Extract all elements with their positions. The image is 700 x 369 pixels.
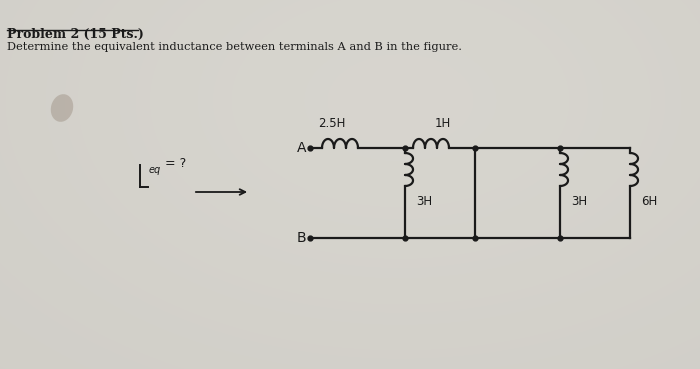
Text: 3H: 3H [571, 194, 587, 207]
Text: Problem 2 (15 Pts.): Problem 2 (15 Pts.) [7, 28, 144, 41]
Ellipse shape [51, 94, 74, 122]
Text: 2.5H: 2.5H [318, 117, 346, 130]
Text: = ?: = ? [161, 157, 186, 170]
Text: A: A [297, 141, 306, 155]
Text: 1H: 1H [435, 117, 451, 130]
Text: Determine the equivalent inductance between terminals A and B in the figure.: Determine the equivalent inductance betw… [7, 42, 462, 52]
Text: eq: eq [149, 165, 161, 175]
Text: 3H: 3H [416, 194, 432, 207]
Text: B: B [296, 231, 306, 245]
Text: 6H: 6H [641, 194, 657, 207]
